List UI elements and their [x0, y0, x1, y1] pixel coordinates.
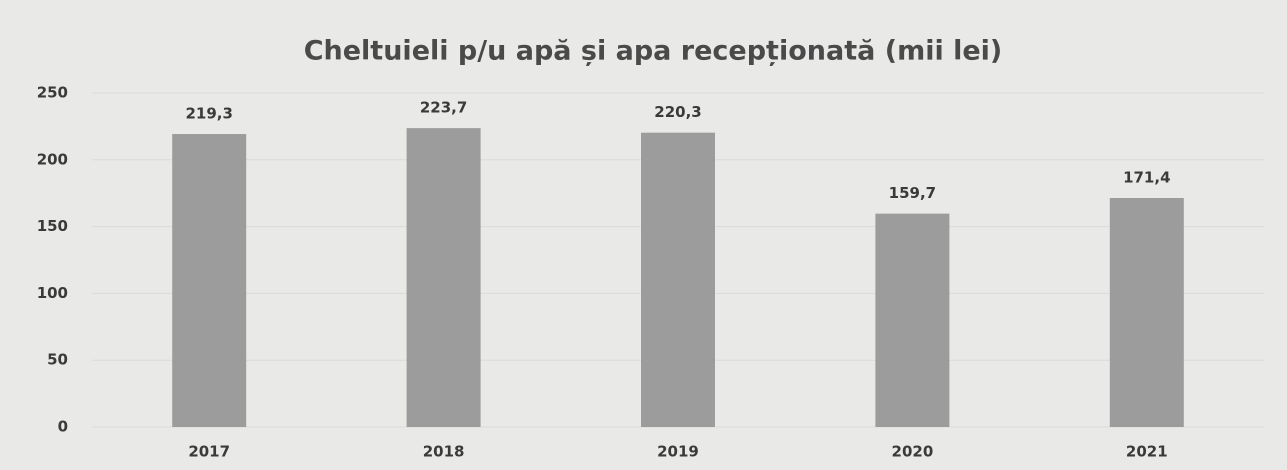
value-label: 159,7	[889, 184, 936, 202]
y-tick-label: 250	[37, 84, 68, 102]
y-tick-label: 50	[47, 351, 68, 369]
x-tick-label: 2020	[892, 443, 934, 461]
bar	[172, 134, 247, 427]
value-label: 223,7	[420, 99, 467, 117]
chart-title: Cheltuieli p/u apă și apa recepționată (…	[304, 36, 1003, 67]
bar	[1109, 198, 1184, 427]
value-label: 219,3	[185, 105, 232, 123]
y-tick-label: 200	[37, 150, 68, 168]
y-tick-label: 150	[37, 217, 68, 235]
y-tick-label: 100	[37, 284, 68, 302]
bar	[641, 132, 715, 427]
bar	[875, 213, 950, 427]
x-tick-label: 2021	[1126, 443, 1168, 461]
x-tick-label: 2018	[423, 443, 465, 461]
x-tick-label: 2017	[188, 443, 230, 461]
bar	[406, 128, 481, 428]
x-tick-label: 2019	[657, 443, 699, 461]
y-tick-label: 0	[58, 418, 68, 436]
value-label: 171,4	[1123, 169, 1170, 187]
value-label: 220,3	[654, 103, 701, 121]
